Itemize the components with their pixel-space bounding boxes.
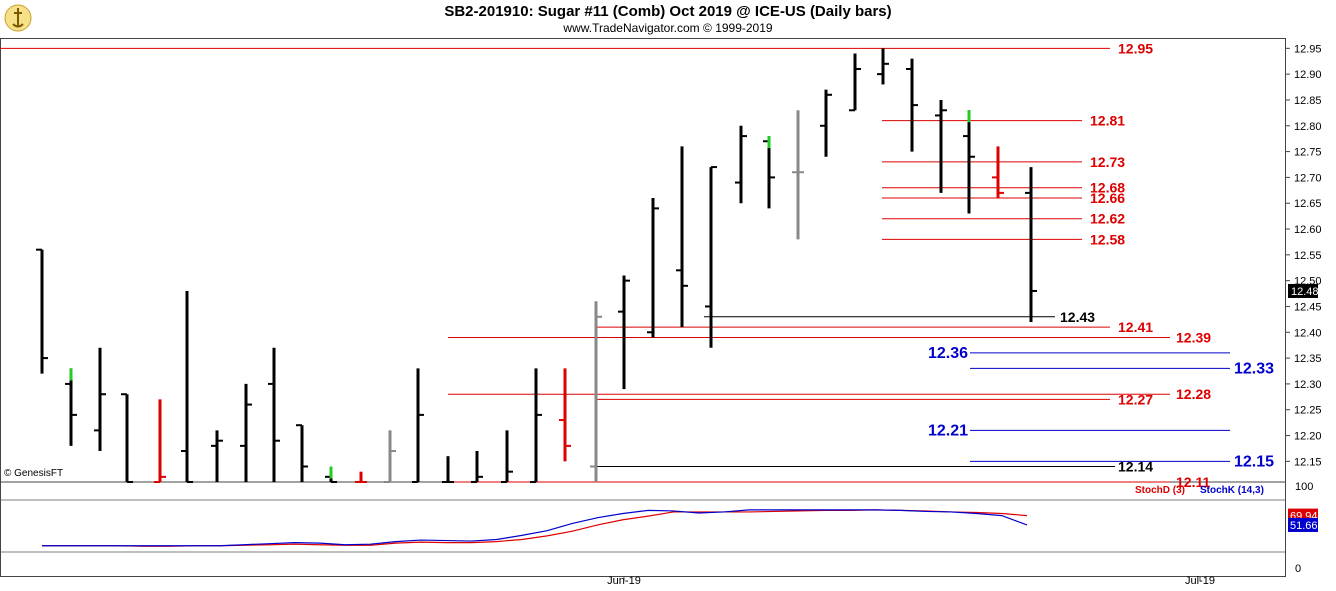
level-label-12.81: 12.81: [1090, 113, 1125, 129]
y-tick-label-12.80: 12.80: [1294, 121, 1322, 133]
level-label-12.11: 12.11: [1176, 474, 1210, 490]
level-label-12.58: 12.58: [1090, 231, 1125, 247]
y-tick-label-12.95: 12.95: [1294, 43, 1322, 55]
level-label-12.15: 12.15: [1234, 453, 1274, 470]
level-label-12.62: 12.62: [1090, 211, 1125, 227]
y-tick-label-12.55: 12.55: [1294, 250, 1322, 262]
chart-title: SB2-201910: Sugar #11 (Comb) Oct 2019 @ …: [444, 3, 892, 20]
data-credit: © GenesisFT: [4, 468, 64, 479]
level-label-12.68: 12.68: [1090, 180, 1125, 196]
x-tick-label-1: Jul-19: [1185, 575, 1215, 587]
last-price-label: 12.48: [1291, 286, 1319, 298]
y-tick-label-12.70: 12.70: [1294, 172, 1322, 184]
y-tick-label-12.35: 12.35: [1294, 353, 1322, 365]
stoch-last-box-1: [1288, 517, 1318, 532]
level-label-12.27: 12.27: [1118, 391, 1153, 407]
y-tick-label-12.75: 12.75: [1294, 147, 1322, 159]
trade-navigator-logo-icon: [4, 4, 32, 32]
y-tick-label-12.20: 12.20: [1294, 431, 1322, 443]
level-label-12.36: 12.36: [928, 345, 968, 362]
y-tick-label-12.60: 12.60: [1294, 224, 1322, 236]
y-tick-label-12.65: 12.65: [1294, 198, 1322, 210]
osc-tick-label-100: 100: [1295, 481, 1313, 493]
plot-frame: [0, 38, 1286, 577]
y-tick-label-12.15: 12.15: [1294, 456, 1322, 468]
level-label-12.73: 12.73: [1090, 154, 1125, 170]
chart-subtitle: www.TradeNavigator.com © 1999-2019: [563, 21, 773, 35]
stoch-last-label-1: 51.66: [1290, 520, 1318, 532]
y-tick-label-12.40: 12.40: [1294, 327, 1322, 339]
y-tick-label-12.45: 12.45: [1294, 301, 1322, 313]
stoch-line-1: [42, 509, 1028, 547]
y-tick-label-12.30: 12.30: [1294, 379, 1322, 391]
level-label-12.39: 12.39: [1176, 329, 1211, 345]
level-label-12.28: 12.28: [1176, 386, 1211, 402]
y-tick-label-12.85: 12.85: [1294, 95, 1322, 107]
level-label-12.21: 12.21: [928, 422, 968, 439]
y-tick-label-12.90: 12.90: [1294, 69, 1322, 81]
level-label-12.41: 12.41: [1118, 319, 1153, 335]
legend-stochd: StochD (3): [1135, 485, 1185, 496]
level-label-12.66: 12.66: [1090, 190, 1125, 206]
level-label-12.33: 12.33: [1234, 360, 1274, 377]
level-label-12.43: 12.43: [1060, 309, 1095, 325]
stoch-line-0: [42, 509, 1028, 547]
level-label-12.14: 12.14: [1118, 459, 1153, 475]
level-label-12.95: 12.95: [1118, 40, 1153, 56]
osc-tick-label-0: 0: [1295, 563, 1301, 575]
last-price-box: [1288, 283, 1318, 298]
x-tick-label-0: Jun-19: [607, 575, 641, 587]
y-tick-label-12.25: 12.25: [1294, 405, 1322, 417]
legend-stochk: StochK (14,3): [1200, 485, 1264, 496]
